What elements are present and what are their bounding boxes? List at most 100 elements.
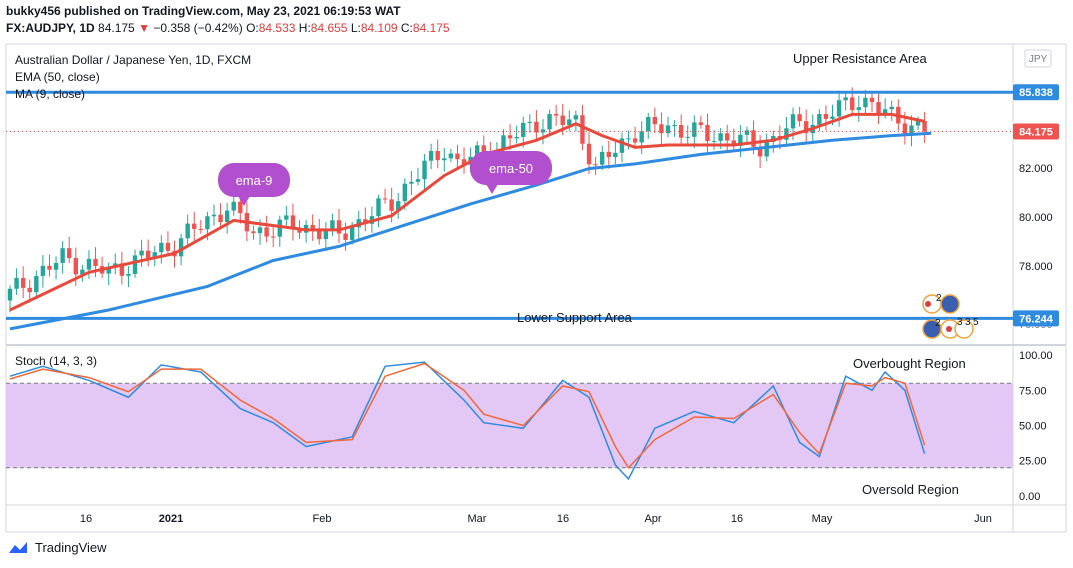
candle[interactable] [47,265,52,270]
candle[interactable] [67,248,72,259]
candle[interactable] [869,97,875,103]
candle[interactable] [803,121,809,134]
candle[interactable] [389,199,394,211]
candle[interactable] [323,229,329,240]
candle[interactable] [27,287,32,293]
candle[interactable] [382,198,388,200]
candle[interactable] [586,143,592,165]
candle[interactable] [553,113,559,116]
candle[interactable] [20,277,26,288]
candle[interactable] [231,201,236,211]
tradingview-logo[interactable]: TradingView [8,540,107,555]
candle[interactable] [145,250,151,259]
candle[interactable] [192,223,197,229]
candle[interactable] [310,224,315,231]
candle[interactable] [738,134,743,146]
candle[interactable] [7,288,13,301]
candle[interactable] [501,135,506,151]
stoch-scale[interactable]: 100.00 75.00 50.00 25.00 0.00 [1019,350,1053,503]
candle[interactable] [159,242,164,253]
event-marker-icon[interactable] [954,319,974,339]
candle[interactable] [856,107,862,111]
candle[interactable] [277,219,282,237]
candle[interactable] [619,138,625,153]
candle[interactable] [448,153,454,159]
candle[interactable] [646,117,651,132]
candle[interactable] [93,258,98,267]
candle[interactable] [53,262,59,270]
candle[interactable] [593,164,598,166]
aud-flag-icon[interactable] [940,294,960,314]
candle[interactable] [560,115,565,125]
candle[interactable] [830,116,835,119]
candle[interactable] [685,136,690,138]
candle[interactable] [224,210,230,222]
ema50-annotation[interactable]: ema-50 [470,151,552,194]
candle[interactable] [613,152,618,158]
candle[interactable] [784,128,789,140]
candle[interactable] [474,145,480,157]
candle[interactable] [876,102,881,114]
candle[interactable] [336,220,342,234]
candle[interactable] [290,215,296,229]
candle[interactable] [915,120,921,126]
candle[interactable] [132,255,138,274]
candle[interactable] [271,236,276,238]
candle[interactable] [889,106,894,110]
candle[interactable] [711,140,717,142]
candle[interactable] [672,125,677,127]
candle[interactable] [902,123,908,136]
event-markers[interactable]: 2 2 3 3 5 [922,293,979,339]
candle[interactable] [547,113,552,130]
candle[interactable] [211,214,217,217]
candle[interactable] [402,183,407,202]
candle[interactable] [376,198,381,217]
candle[interactable] [297,228,302,233]
candle[interactable] [349,227,355,240]
candle[interactable] [790,114,796,129]
candle[interactable] [422,160,427,180]
candle[interactable] [850,97,855,111]
candle[interactable] [507,135,513,139]
candle[interactable] [264,227,269,237]
candle[interactable] [106,266,111,274]
candle[interactable] [909,125,914,136]
candle[interactable] [409,181,414,184]
candle[interactable] [632,138,638,143]
candle[interactable] [665,125,671,134]
candle[interactable] [435,151,440,161]
candle[interactable] [540,129,546,133]
candle[interactable] [317,230,322,240]
candle[interactable] [692,122,697,137]
candle[interactable] [580,115,585,144]
candle[interactable] [817,114,822,125]
candle[interactable] [126,273,131,276]
candle[interactable] [40,265,46,276]
candle[interactable] [718,133,723,141]
ema9-annotation[interactable]: ema-9 [218,163,290,206]
candle[interactable] [343,233,348,240]
candle[interactable] [251,231,256,234]
candle[interactable] [514,136,519,139]
candle[interactable] [705,124,710,142]
candle[interactable] [481,145,486,154]
candle[interactable] [567,119,572,125]
time-axis[interactable]: 16 2021 Feb Mar 16 Apr 16 May Jun [80,513,992,525]
candle[interactable] [521,122,526,137]
candle[interactable] [238,201,243,213]
candle[interactable] [119,263,125,276]
candle[interactable] [330,220,335,230]
candle[interactable] [744,130,750,135]
candle[interactable] [626,138,631,140]
candle[interactable] [534,121,539,133]
candle[interactable] [60,248,65,263]
candle[interactable] [284,215,289,220]
candle[interactable] [751,130,756,147]
candle[interactable] [442,158,447,161]
candle[interactable] [606,151,611,158]
candle[interactable] [428,151,434,161]
candle[interactable] [863,97,868,108]
candle[interactable] [659,124,664,134]
candle[interactable] [139,250,144,256]
candle[interactable] [882,109,888,114]
